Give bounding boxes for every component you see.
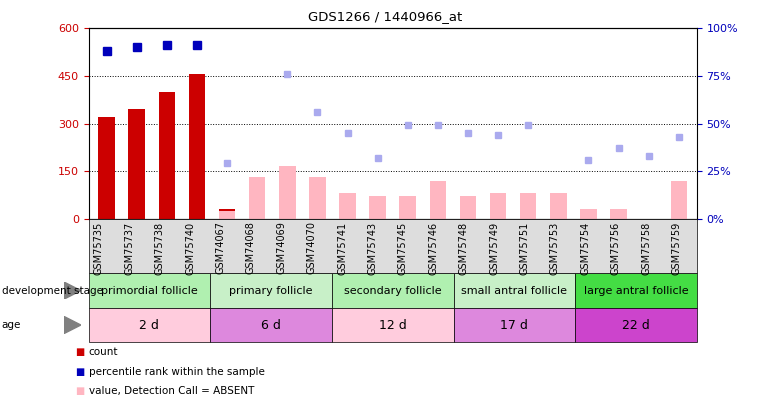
Bar [279,166,296,219]
Bar [611,209,627,219]
Text: GSM75754: GSM75754 [581,222,591,275]
Text: GSM75749: GSM75749 [489,222,499,275]
Text: small antral follicle: small antral follicle [461,286,567,296]
Bar [340,193,356,219]
Bar [219,211,236,219]
Text: GSM75738: GSM75738 [155,222,165,275]
Bar [159,92,175,219]
Text: primordial follicle: primordial follicle [101,286,198,296]
Text: large antral follicle: large antral follicle [584,286,688,296]
Text: GSM75735: GSM75735 [94,222,104,275]
Bar [189,75,206,219]
Text: value, Detection Call = ABSENT: value, Detection Call = ABSENT [89,386,254,396]
Bar [249,177,266,219]
Text: GSM74069: GSM74069 [276,222,286,274]
Text: GSM75746: GSM75746 [428,222,438,275]
Text: GSM75737: GSM75737 [124,222,134,275]
Text: 6 d: 6 d [261,318,281,332]
Text: 2 d: 2 d [139,318,159,332]
Polygon shape [64,316,81,334]
Text: ■: ■ [75,367,84,377]
Text: 12 d: 12 d [379,318,407,332]
Bar [129,109,145,219]
Text: ■: ■ [75,386,84,396]
Bar [460,196,477,219]
Text: GDS1266 / 1440966_at: GDS1266 / 1440966_at [308,10,462,23]
Text: 17 d: 17 d [500,318,528,332]
Text: GSM75758: GSM75758 [641,222,651,275]
Text: GSM75751: GSM75751 [520,222,530,275]
Bar [580,209,597,219]
Text: GSM74070: GSM74070 [306,222,316,275]
Text: GSM75740: GSM75740 [185,222,195,275]
Text: 22 d: 22 d [622,318,650,332]
Text: development stage: development stage [2,286,102,296]
Text: count: count [89,347,118,357]
Bar [550,193,567,219]
Text: GSM75759: GSM75759 [671,222,681,275]
Text: GSM75756: GSM75756 [611,222,621,275]
Bar [309,177,326,219]
Text: percentile rank within the sample: percentile rank within the sample [89,367,264,377]
Bar [490,193,507,219]
Text: GSM75748: GSM75748 [459,222,469,275]
Bar [99,117,115,219]
Bar [430,181,446,219]
Text: GSM75753: GSM75753 [550,222,560,275]
Bar [370,196,386,219]
Text: GSM75743: GSM75743 [367,222,377,275]
Bar [219,209,236,219]
Bar [400,196,416,219]
Text: GSM74067: GSM74067 [216,222,226,275]
Text: secondary follicle: secondary follicle [344,286,441,296]
Text: ■: ■ [75,347,84,357]
Text: GSM74068: GSM74068 [246,222,256,274]
Text: age: age [2,320,21,330]
Bar [520,193,537,219]
Polygon shape [64,282,81,299]
Text: GSM75741: GSM75741 [337,222,347,275]
Bar [671,181,687,219]
Text: GSM75745: GSM75745 [398,222,408,275]
Text: primary follicle: primary follicle [229,286,313,296]
